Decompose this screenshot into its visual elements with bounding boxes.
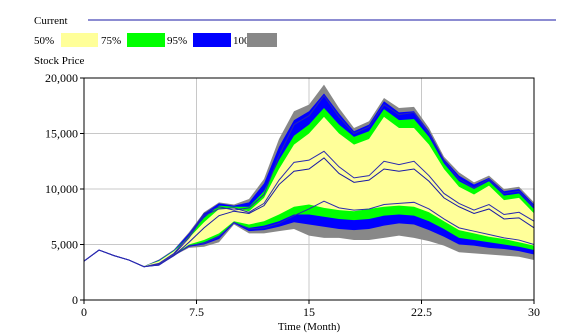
x-tick-label: 30 [528, 305, 540, 319]
y-tick-label: 15,000 [45, 127, 78, 141]
x-tick-label: 15 [303, 305, 315, 319]
x-axis-title: Time (Month) [278, 321, 341, 333]
legend-band-95-swatch [193, 33, 231, 47]
y-axis: 0 5,000 10,000 15,000 20,000 [45, 71, 84, 307]
x-tick-label: 7.5 [189, 305, 204, 319]
series-line-run-a [83, 94, 535, 268]
legend-band-100-swatch [247, 33, 277, 47]
y-tick-label: 10,000 [45, 182, 78, 196]
legend-band-75-label: 75% [101, 35, 121, 47]
legend-band-50-label: 50% [34, 35, 54, 47]
band-50 [84, 116, 534, 267]
legend: Current 50% 75% 95% 100% [34, 15, 556, 47]
x-axis: 0 7.5 15 22.5 30 [81, 300, 540, 319]
series-line-run-c [83, 200, 535, 268]
y-tick-label: 0 [72, 293, 78, 307]
legend-current-label: Current [34, 15, 68, 27]
legend-band-75-swatch [127, 33, 165, 47]
x-tick-label: 22.5 [411, 305, 432, 319]
x-tick-label: 0 [81, 305, 87, 319]
y-tick-label: 5,000 [51, 238, 78, 252]
y-axis-title: Stock Price [34, 55, 85, 67]
y-tick-label: 20,000 [45, 71, 78, 85]
plot-area: 0 7.5 15 22.5 30 0 5,000 10,000 15,000 20,000 [45, 71, 540, 319]
series-lines [83, 94, 535, 268]
legend-band-95-label: 95% [167, 35, 187, 47]
legend-band-50-swatch [61, 33, 98, 47]
